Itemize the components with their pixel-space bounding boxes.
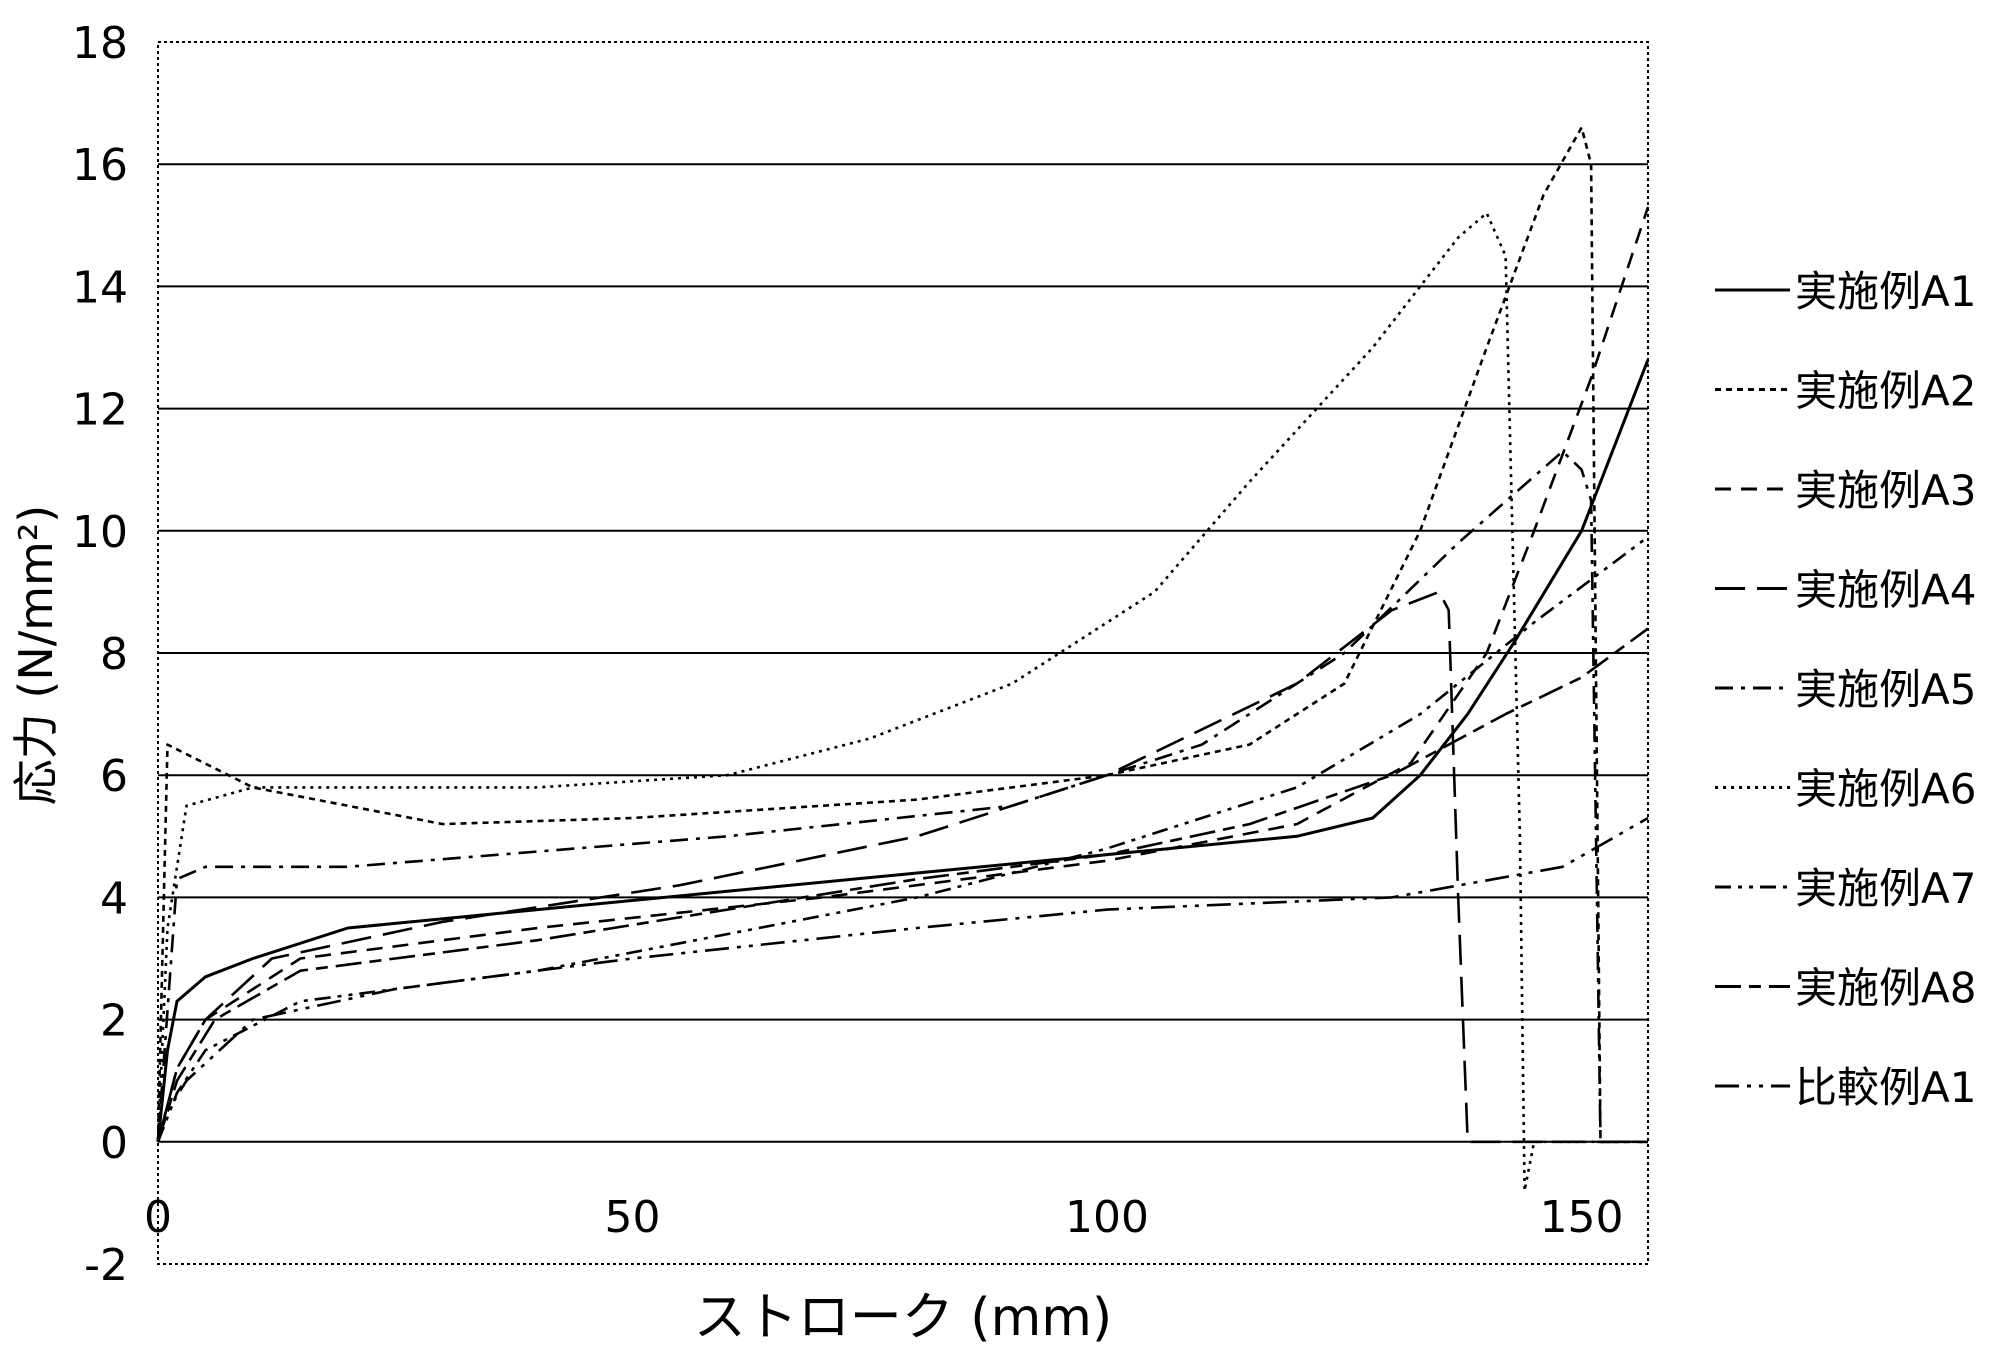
series-line-6 — [158, 213, 1648, 1191]
y-tick-labels: 18 16 14 12 10 8 6 4 2 0 -2 — [72, 18, 128, 1291]
legend: 実施例A1 実施例A2 実施例A3 実施例A4 実施例A5 実施例A6 実施例A7 実施例A8… — [1715, 267, 1976, 1112]
legend-label: 実施例A7 — [1795, 864, 1976, 913]
x-tick-label: 150 — [1540, 1192, 1624, 1243]
series-line-2 — [158, 128, 1648, 1142]
y-tick-label: 0 — [100, 1118, 128, 1169]
legend-label: 比較例A1 — [1795, 1063, 1976, 1112]
legend-label: 実施例A5 — [1795, 665, 1976, 714]
series-line-8 — [158, 629, 1648, 1142]
series-line-4 — [158, 592, 1648, 1142]
series-line-1 — [158, 360, 1648, 1142]
x-tick-label: 0 — [144, 1192, 172, 1243]
y-tick-label: 14 — [72, 262, 128, 313]
y-tick-label: 18 — [72, 18, 128, 69]
y-tick-label: 8 — [100, 629, 128, 680]
y-tick-label: 4 — [100, 873, 128, 924]
y-tick-label: 12 — [72, 385, 128, 436]
legend-label: 実施例A3 — [1795, 466, 1976, 515]
y-tick-label: 10 — [72, 507, 128, 558]
y-tick-label: 2 — [100, 996, 128, 1047]
legend-label: 実施例A4 — [1795, 566, 1976, 615]
series-line-9 — [158, 818, 1648, 1142]
legend-label: 実施例A2 — [1795, 367, 1976, 416]
x-tick-label: 100 — [1065, 1192, 1149, 1243]
y-tick-label: -2 — [84, 1240, 128, 1291]
legend-label: 実施例A8 — [1795, 964, 1976, 1013]
x-tick-label: 50 — [605, 1192, 661, 1243]
x-tick-labels: 0 50 100 150 — [144, 1192, 1624, 1243]
y-tick-label: 16 — [72, 140, 128, 191]
legend-label: 実施例A6 — [1795, 765, 1976, 814]
x-axis-label: ストローク (mm) — [694, 1288, 1112, 1348]
y-axis-label: 応力 (N/mm²) — [9, 505, 63, 805]
series-line-5 — [158, 451, 1648, 1141]
y-tick-label: 6 — [100, 751, 128, 802]
legend-label: 実施例A1 — [1795, 267, 1976, 316]
series-line-3 — [158, 207, 1648, 1142]
gridlines — [158, 164, 1648, 1142]
